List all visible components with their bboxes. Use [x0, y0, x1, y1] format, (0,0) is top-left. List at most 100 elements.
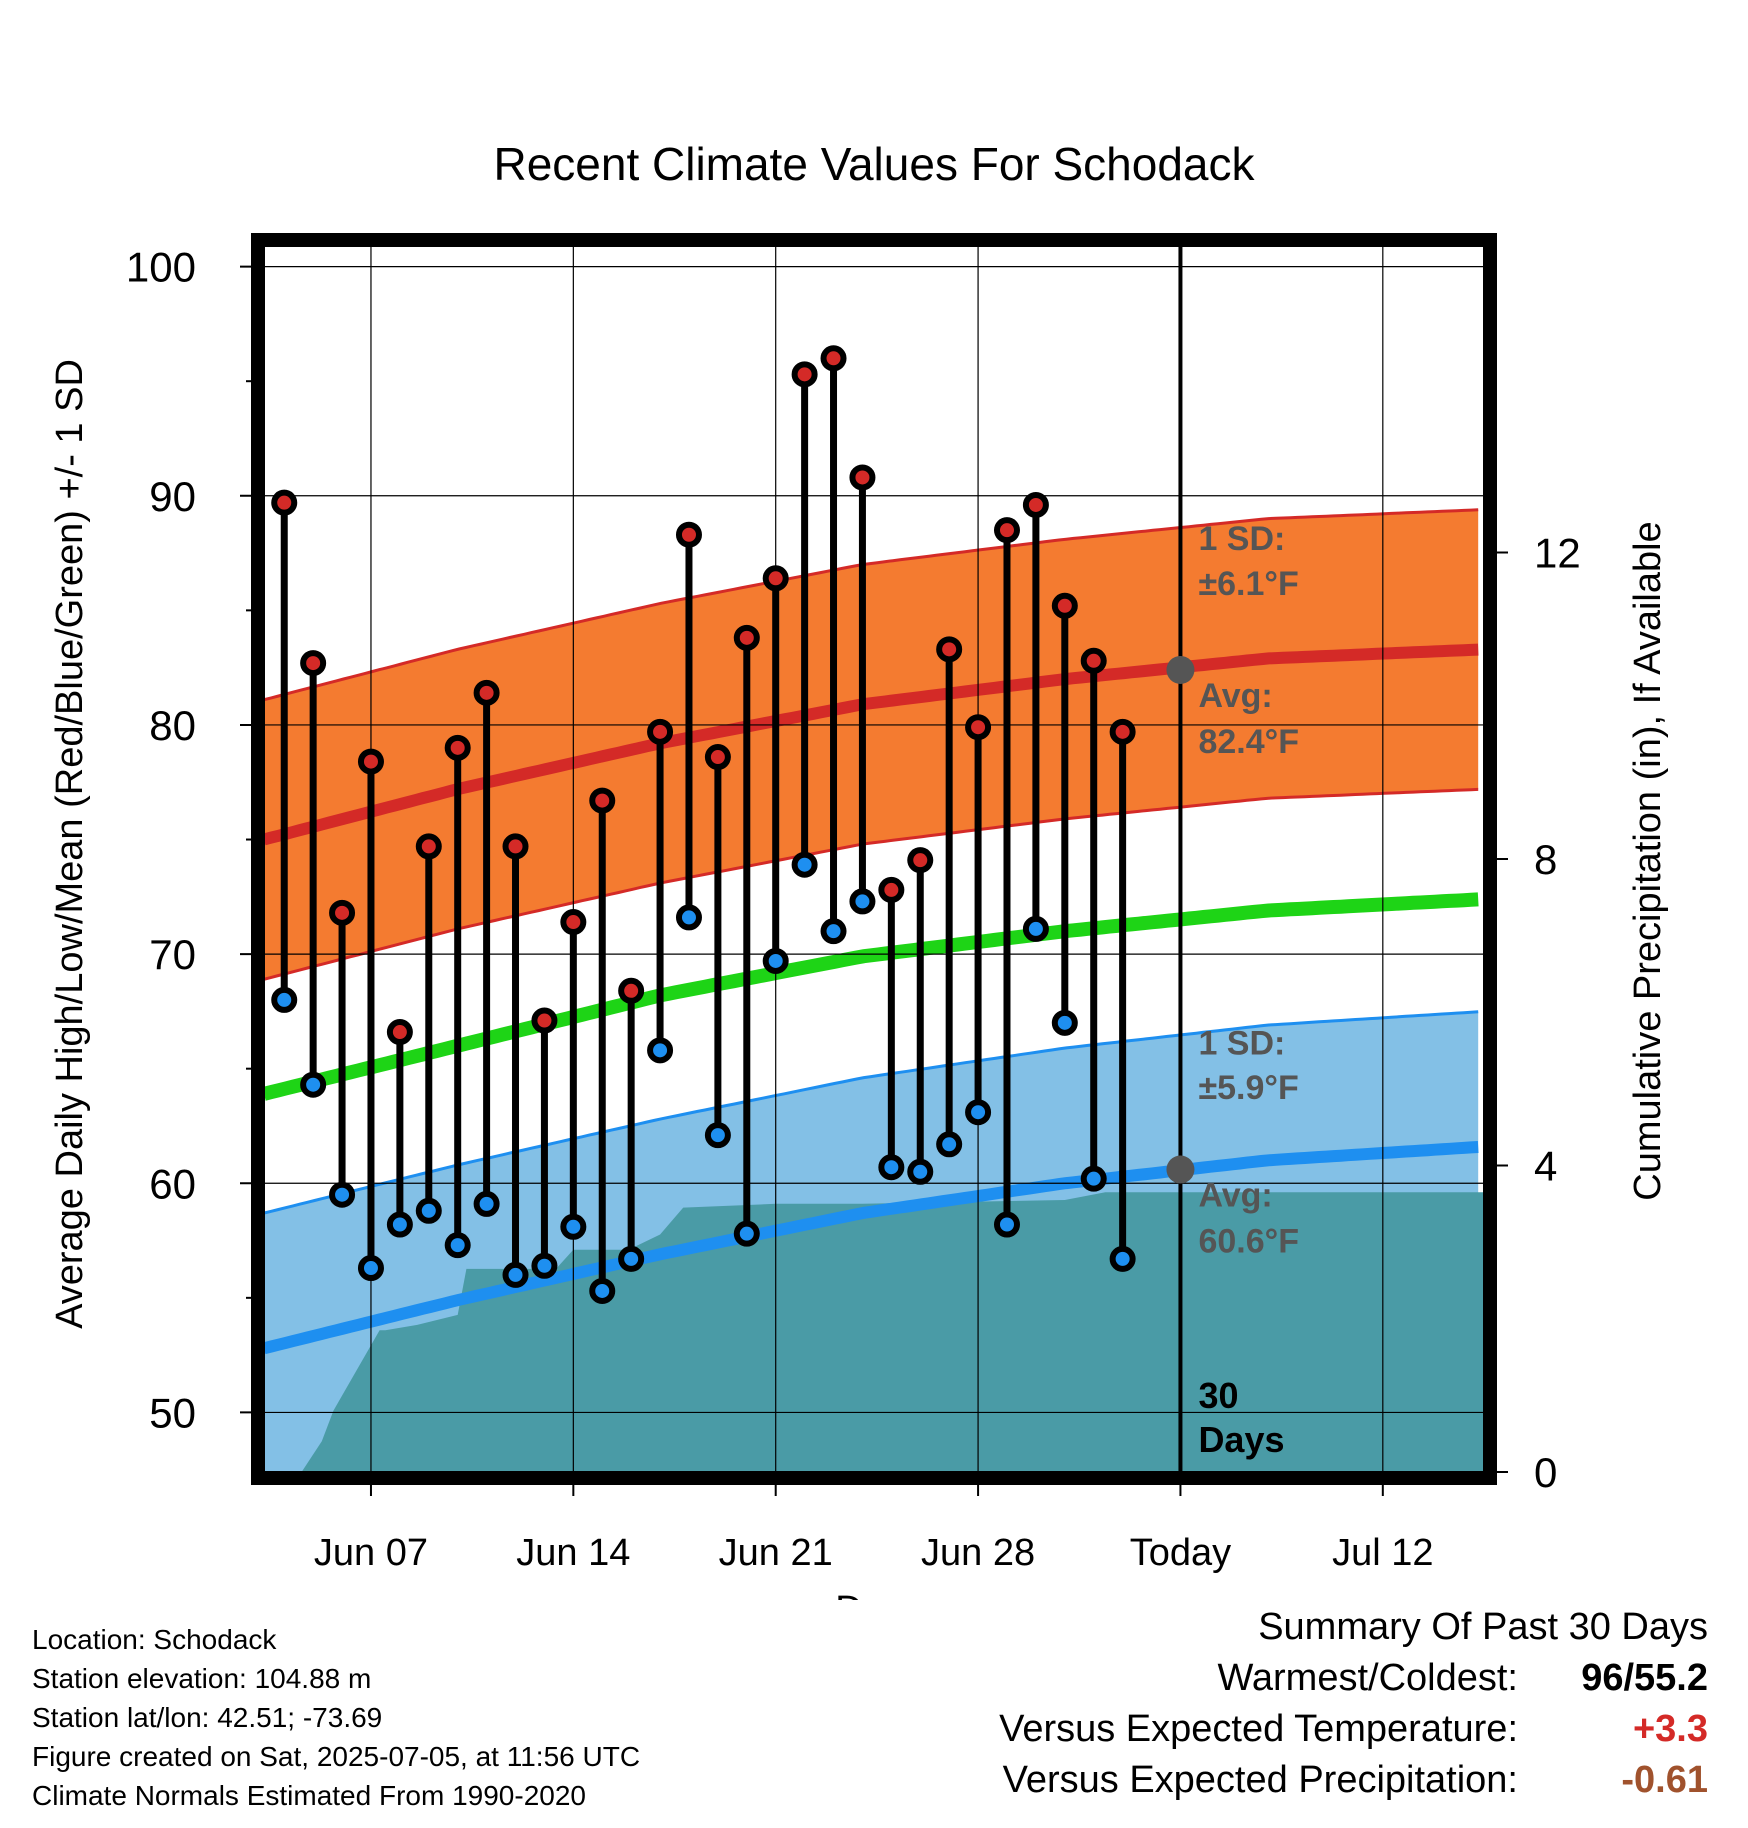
daily-low-point [618, 1245, 645, 1272]
window-unit-label: Days [1198, 1419, 1284, 1460]
daily-high-point [647, 718, 674, 745]
daily-low-point [1109, 1245, 1136, 1272]
y-axis-label: Average Daily High/Low/Mean (Red/Blue/Gr… [49, 359, 91, 1329]
daily-high-point [907, 847, 934, 874]
y-tick-label: 60 [149, 1160, 196, 1207]
daily-high-point [878, 876, 905, 903]
summary-precip-row: Versus Expected Precipitation: -0.61 [948, 1755, 1708, 1806]
normal-high-line [264, 643, 1479, 846]
summary-panel: Summary Of Past 30 Days Warmest/Coldest:… [948, 1602, 1708, 1806]
y2-tick-label: 8 [1534, 836, 1557, 883]
daily-high-point [849, 464, 876, 491]
daily-high-point [300, 650, 327, 677]
high-sd-label: 1 SD: [1198, 520, 1285, 558]
daily-low-point [1080, 1165, 1107, 1192]
summary-warmest-row: Warmest/Coldest: 96/55.2 [948, 1653, 1708, 1704]
daily-high-point [993, 517, 1020, 544]
high-sd-band [264, 509, 1479, 980]
created-text: Figure created on Sat, 2025-07-05, at 11… [32, 1741, 641, 1772]
daily-low-point [733, 1220, 760, 1247]
daily-low-point [473, 1190, 500, 1217]
y-tick-label: 90 [149, 473, 196, 520]
daily-low-point [329, 1181, 356, 1208]
daily-low-point [415, 1197, 442, 1224]
x-tick-label: Jun 14 [516, 1532, 630, 1574]
axes: 50 60 70 80 90 100 0 4 8 12 Jun 07 Jun 14 Jun 21 Jun … [126, 233, 1581, 1574]
daily-low-point [993, 1211, 1020, 1238]
daily-high-point [1109, 718, 1136, 745]
daily-low-point [300, 1071, 327, 1098]
daily-low-point [907, 1158, 934, 1185]
high-sd-band-lower-edge [264, 787, 1479, 981]
high-avg-value: 82.4°F [1198, 723, 1299, 761]
y2-tick-label: 0 [1534, 1449, 1557, 1496]
daily-low-point [965, 1099, 992, 1126]
daily-high-point [444, 734, 471, 761]
daily-low-point [357, 1255, 384, 1282]
daily-high-point [936, 636, 963, 663]
location-text: Location: Schodack [32, 1624, 277, 1655]
daily-high-point [473, 679, 500, 706]
today-normal-high-marker [1166, 655, 1195, 684]
data-marks [271, 345, 1195, 1304]
low-avg-label: Avg: [1198, 1177, 1272, 1215]
daily-low-point [271, 986, 298, 1013]
daily-high-point [271, 489, 298, 516]
temp-label: Versus Expected Temperature: [999, 1708, 1518, 1750]
normal-low-line [264, 1141, 1479, 1355]
chart-title: Recent Climate Values For Schodack [493, 138, 1255, 190]
summary-title-text: Summary Of Past 30 Days [1258, 1606, 1708, 1648]
precip-value: -0.61 [1621, 1759, 1708, 1801]
y-tick-label: 80 [149, 702, 196, 749]
daily-low-point [849, 888, 876, 915]
daily-low-point [1051, 1009, 1078, 1036]
elevation-text: Station elevation: 104.88 m [32, 1663, 372, 1694]
x-axis-label: Day [835, 1589, 903, 1600]
daily-low-point [820, 918, 847, 945]
daily-high-point [618, 977, 645, 1004]
daily-low-point [878, 1154, 905, 1181]
daily-high-point [531, 1007, 558, 1034]
x-tick-label: Today [1130, 1532, 1231, 1574]
latlon-text: Station lat/lon: 42.51; -73.69 [32, 1702, 383, 1733]
daily-low-point [936, 1131, 963, 1158]
high-sd-band-upper-edge [264, 508, 1479, 702]
daily-low-point [791, 851, 818, 878]
daily-low-point [762, 947, 789, 974]
low-avg-value: 60.6°F [1198, 1223, 1299, 1261]
daily-high-point [704, 744, 731, 771]
x-tick-label: Jul 12 [1332, 1532, 1433, 1574]
high-avg-label: Avg: [1198, 677, 1272, 715]
x-tick-label: Jun 28 [921, 1532, 1035, 1574]
daily-high-point [820, 345, 847, 372]
daily-low-point [560, 1213, 587, 1240]
daily-high-point [415, 833, 442, 860]
daily-high-point [965, 714, 992, 741]
high-sd-value: ±6.1°F [1198, 565, 1298, 603]
daily-low-point [444, 1232, 471, 1259]
daily-high-point [733, 624, 760, 651]
daily-high-point [329, 899, 356, 926]
y2-axis-label: Cumulative Precipitation (in), If Availa… [1627, 521, 1669, 1200]
today-normal-low-marker [1166, 1155, 1195, 1184]
daily-low-point [647, 1037, 674, 1064]
y-tick-label: 100 [126, 244, 196, 291]
window-count-label: 30 [1198, 1375, 1238, 1416]
daily-low-point [502, 1261, 529, 1288]
warmest-label: Warmest/Coldest: [1217, 1657, 1518, 1699]
daily-high-point [791, 361, 818, 388]
daily-high-point [357, 748, 384, 775]
daily-high-point [1080, 647, 1107, 674]
x-tick-label: Jun 07 [314, 1532, 428, 1574]
daily-high-point [386, 1019, 413, 1046]
daily-high-point [502, 833, 529, 860]
low-sd-value: ±5.9°F [1198, 1069, 1298, 1107]
daily-low-point [704, 1122, 731, 1149]
annotations: 1 SD: ±6.1°F Avg: 82.4°F 1 SD: ±5.9°F Avg: 60.6… [1198, 520, 1299, 1460]
daily-low-point [531, 1252, 558, 1279]
x-tick-label: Jun 21 [719, 1532, 833, 1574]
summary-title: Summary Of Past 30 Days [948, 1602, 1708, 1653]
station-info: Location: Schodack Station elevation: 10… [32, 1620, 640, 1815]
warmest-value: 96/55.2 [1581, 1657, 1708, 1699]
y2-tick-label: 12 [1534, 530, 1581, 577]
